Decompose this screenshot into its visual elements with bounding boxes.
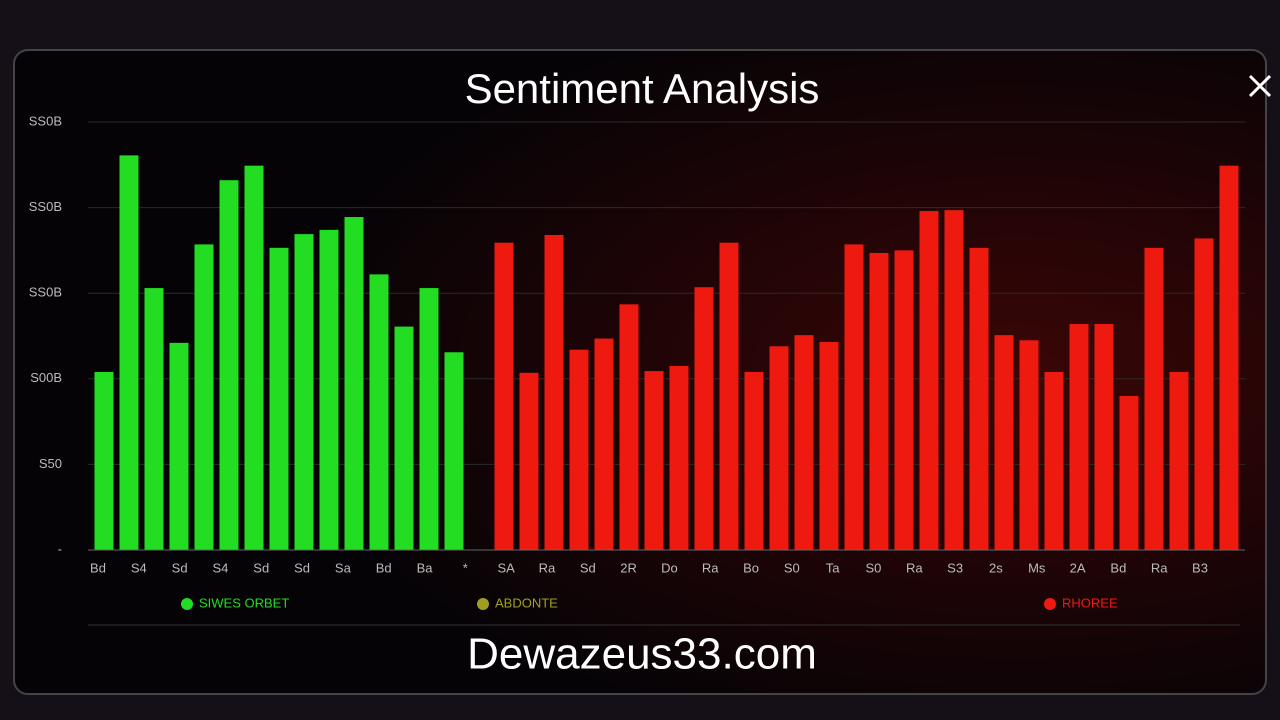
bar [319,229,339,550]
x-tick-label: Bd [90,560,106,575]
bar [644,371,664,550]
x-tick-label: S0 [784,560,800,575]
x-tick-label: S0 [866,560,882,575]
bar [569,349,589,550]
bar [344,217,364,551]
bar [369,274,389,550]
bar [419,288,439,550]
bar [969,247,989,550]
x-tick-label: S4 [131,560,147,575]
chart-title: Sentiment Analysis [465,65,820,112]
bar [269,247,289,550]
footer-text: Dewazeus33.com [467,630,817,679]
x-tick-label: Ms [1028,560,1046,575]
close-button[interactable] [1248,74,1272,98]
bar [394,326,414,550]
y-tick-label: - [58,541,62,556]
x-tick-label: Sa [335,560,352,575]
bar [619,304,639,550]
legend-label: SIWES ORBET [199,595,289,610]
bar [194,244,214,550]
x-tick-label: SA [497,560,515,575]
bar [869,252,889,550]
bar [244,165,264,550]
legend-swatch [181,598,193,610]
bar [494,242,514,551]
x-tick-label: Ra [1151,560,1168,575]
bar [744,371,764,550]
x-tick-label: Ra [539,560,556,575]
x-tick-label: Ta [826,560,841,575]
x-tick-label: Sd [580,560,596,575]
x-tick-label: Sd [294,560,310,575]
y-tick-label: SS0B [29,113,62,128]
x-tick-label: S3 [947,560,963,575]
bar [694,287,714,550]
bar [1219,165,1239,550]
y-tick-label: SS0B [29,199,62,214]
bar [94,371,114,550]
x-tick-label: Do [661,560,678,575]
bar [294,234,314,551]
x-tick-label: Ra [906,560,923,575]
legend-swatch [1044,598,1056,610]
x-tick-label: Ra [702,560,719,575]
x-tick-label: S4 [212,560,228,575]
legend-label: RHOREE [1062,595,1118,610]
x-tick-label: Sd [253,560,269,575]
bar [1144,247,1164,550]
bar [769,346,789,550]
bar [594,338,614,550]
bar [544,234,564,550]
x-tick-label: 2s [989,560,1003,575]
bar [819,341,839,550]
x-tick-label: Bd [376,560,392,575]
bar [794,335,814,550]
bar [894,250,914,550]
legend-label: ABDONTE [495,595,558,610]
bar [1169,371,1189,550]
y-tick-label: SS0B [29,285,62,300]
bar [1194,238,1214,550]
bar [219,180,239,550]
bar [1019,340,1039,550]
bar [919,211,939,551]
bar [119,155,139,550]
x-tick-label: 2A [1070,560,1086,575]
x-tick-label: Sd [172,560,188,575]
bar [844,244,864,550]
bar [169,342,189,550]
x-tick-label: B3 [1192,560,1208,575]
bar [944,210,964,550]
bar [719,242,739,551]
bar [519,372,539,550]
bar [1044,371,1064,550]
x-tick-label: Ba [417,560,434,575]
x-tick-label: * [463,560,468,575]
x-tick-label: 2R [620,560,637,575]
y-tick-label: S00B [30,370,62,385]
bar [1119,395,1139,550]
x-tick-label: Bd [1110,560,1126,575]
y-tick-label: S50 [39,456,62,471]
legend-swatch [477,598,489,610]
bar [1094,324,1114,550]
bar [444,352,464,550]
bar [144,288,164,550]
bar [1069,324,1089,550]
bar [669,365,689,550]
x-tick-label: Bo [743,560,759,575]
bar [994,335,1014,550]
